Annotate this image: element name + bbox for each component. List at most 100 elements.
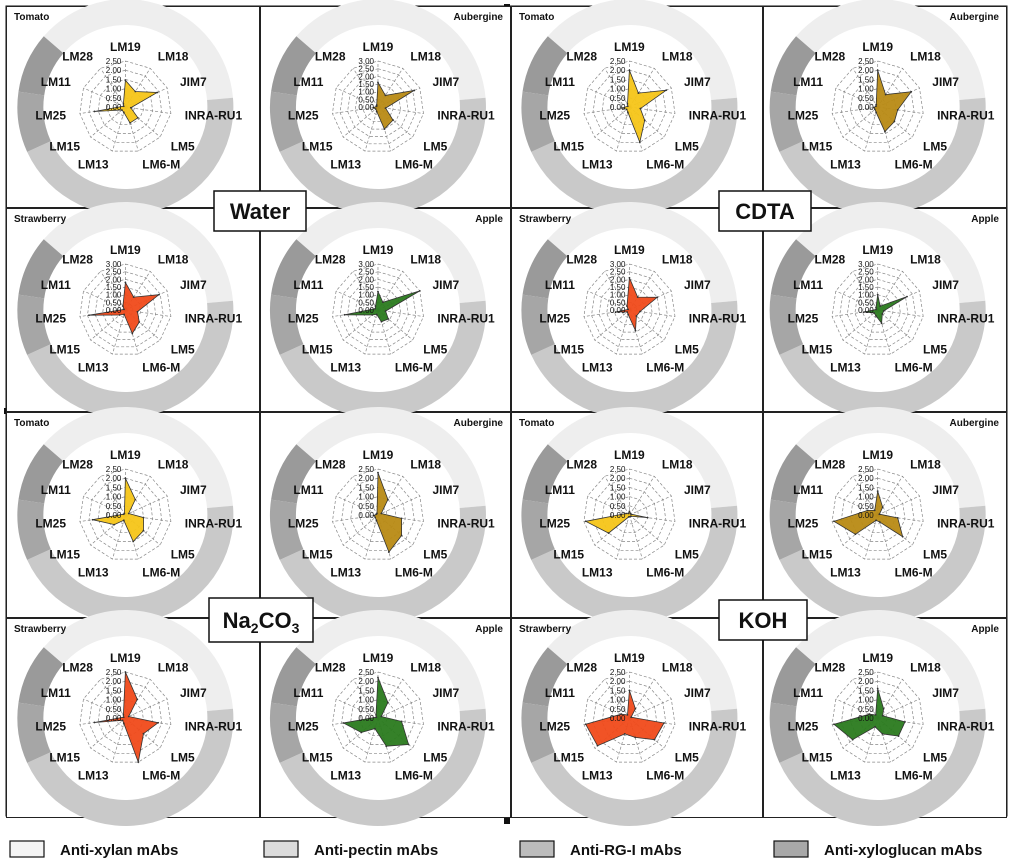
grid-spoke [835, 290, 878, 311]
tick-label: 0.50 [358, 502, 374, 511]
data-point [893, 120, 896, 123]
axis-label: LM13 [830, 566, 861, 580]
data-point [643, 119, 646, 122]
tick-label: 0.50 [610, 705, 626, 714]
arc-xyloglucan [522, 444, 568, 504]
grid-ring [592, 680, 667, 754]
data-point [656, 296, 659, 299]
axis-label: LM5 [923, 342, 947, 356]
axis-label: LM6-M [142, 566, 180, 580]
legend-label: Anti-pectin mAbs [314, 842, 438, 859]
grid-ring [840, 680, 915, 754]
data-point [123, 313, 125, 316]
grid-spoke [335, 290, 379, 311]
axis-label: LM13 [830, 361, 861, 375]
data-point [136, 310, 139, 313]
grid-ring [332, 671, 424, 763]
axis-label: INRA-RU1 [185, 517, 243, 531]
radar-panel-apple: 2.502.001.501.000.500.00 LM19 LM18 JIM7 INRA… [763, 610, 1007, 826]
axis-label: INRA-RU1 [689, 312, 747, 326]
axis-label: LM28 [566, 458, 597, 472]
radar-panel-apple: 3.002.502.001.501.000.500.00 LM19 LM18 JIM7… [260, 202, 511, 418]
grid-spoke [864, 514, 879, 560]
axis-label: LM5 [675, 750, 699, 764]
tick-label: 0.50 [610, 502, 626, 511]
axis-label: LM25 [788, 720, 819, 734]
radar-panel-aubergine: 2.502.001.501.000.500.00 LM19 LM18 JIM7 INRA… [763, 407, 1007, 623]
arc-xylan [547, 202, 738, 303]
arc-rg1 [521, 91, 555, 152]
tick-label: 1.00 [358, 696, 374, 705]
axis-label: LM28 [315, 253, 346, 267]
legend-swatch [519, 840, 555, 858]
grid-spoke [852, 476, 878, 516]
arc-xylan [296, 407, 486, 508]
axis-label: LM5 [423, 139, 447, 153]
axis-label: LM15 [49, 547, 80, 561]
data-point [639, 107, 642, 110]
grid-spoke [83, 87, 126, 108]
tick-label: 0.00 [610, 511, 626, 520]
tick-label: 0.50 [610, 94, 626, 103]
tick-label: 2.00 [106, 677, 122, 686]
data-point [373, 514, 376, 517]
grid-ring [88, 477, 163, 551]
arc-xylan [796, 407, 986, 508]
axis-label: LM11 [793, 686, 823, 700]
tick-label: 2.00 [610, 474, 626, 483]
data-point [374, 307, 377, 310]
data-point [360, 731, 363, 734]
data-point [896, 108, 899, 111]
tick-label: 1.50 [610, 75, 626, 84]
grid-ring [831, 60, 924, 152]
tick-label: 1.50 [358, 686, 374, 695]
arc-xyloglucan [522, 36, 568, 96]
arc-pectin [279, 300, 486, 418]
tick-label: 2.50 [358, 65, 374, 74]
grid-spoke [877, 495, 920, 516]
axis-label: LM5 [923, 547, 947, 561]
grid-ring [115, 97, 135, 117]
axis-label: LM13 [330, 566, 361, 580]
data-point [137, 761, 140, 764]
tick-label: 2.00 [358, 677, 374, 686]
grid-ring [79, 468, 172, 560]
arc-rg1 [769, 702, 804, 763]
tick-label: 1.50 [610, 483, 626, 492]
tick-label: 1.00 [358, 291, 374, 300]
axis-label: LM6-M [895, 361, 933, 375]
data-polygon [833, 490, 904, 538]
grid-spoke [100, 271, 126, 311]
data-point [136, 116, 139, 119]
grid-spoke [364, 309, 379, 355]
data-point [384, 107, 387, 109]
grid-spoke [604, 476, 630, 516]
extraction-label: Water [230, 199, 291, 224]
axis-label: LM15 [553, 750, 584, 764]
grid-ring [606, 286, 653, 333]
data-point [851, 738, 854, 741]
arc-pectin [27, 708, 234, 826]
grid-spoke [616, 309, 630, 355]
grid-spoke [604, 271, 630, 311]
arc-xylan [43, 202, 233, 303]
grid-spoke [364, 106, 379, 152]
grid-ring [332, 60, 424, 152]
grid-spoke [352, 679, 379, 719]
arc-pectin [779, 505, 986, 623]
extraction-label: Na2CO3 [223, 608, 300, 636]
tick-label: 1.00 [106, 493, 122, 502]
axis-label: LM18 [910, 458, 941, 472]
tick-label: 1.00 [106, 696, 122, 705]
radar-panel-strawberry: 3.002.502.001.501.000.500.00 LM19 LM18 JIM7… [511, 202, 763, 418]
panel-title: Tomato [519, 12, 554, 23]
grid-ring [354, 286, 402, 333]
axis-label: LM28 [566, 661, 597, 675]
grid-spoke [90, 106, 126, 138]
tick-label: 1.00 [610, 291, 626, 300]
axis-label: LM28 [566, 253, 597, 267]
axis-label: LM11 [41, 686, 71, 700]
grid-spoke [125, 698, 168, 719]
axis-label: LM13 [330, 158, 361, 172]
axis-label: LM18 [662, 50, 693, 64]
